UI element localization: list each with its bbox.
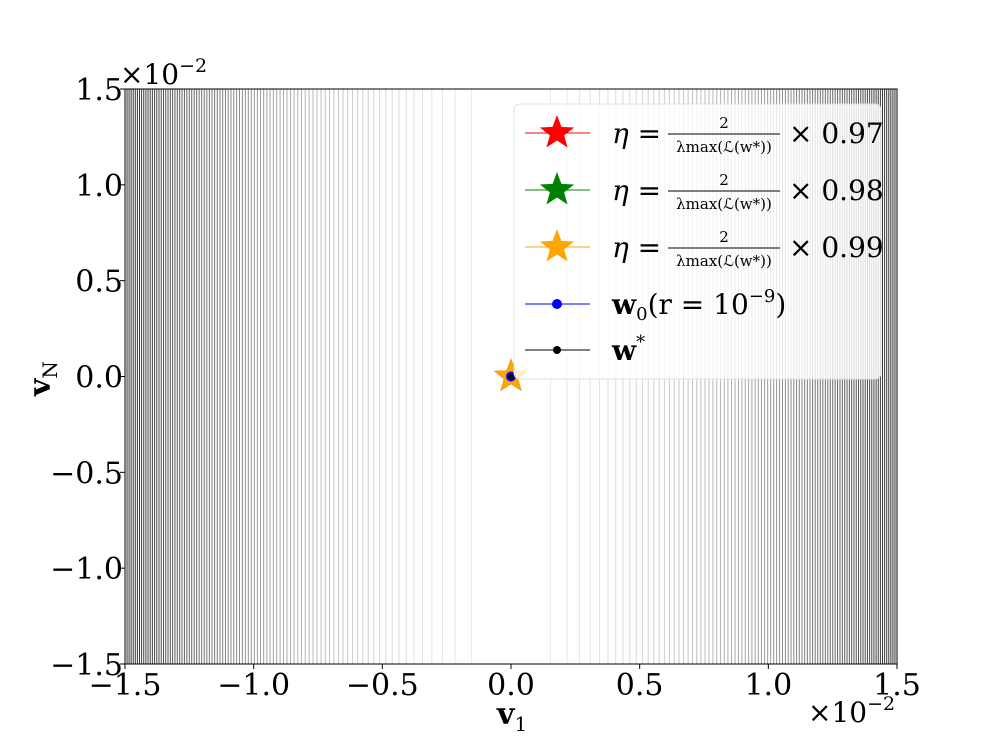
y-tick-label: 0.0	[75, 361, 123, 396]
legend-frac-den: λmax(ℒ(w*))	[676, 138, 772, 156]
legend-eta-symbol: η =	[612, 231, 661, 264]
legend: η = 2 λmax(ℒ(w*)) × 0.97 η = 2 λmax(ℒ(w*…	[513, 103, 884, 380]
blue-dot-icon	[552, 299, 562, 309]
x-tick-label: 0.0	[487, 668, 535, 703]
y-tick-label: 0.5	[75, 265, 123, 300]
y-tick-label: 1.5	[75, 73, 123, 108]
legend-frac-num: 2	[719, 228, 729, 246]
legend-factor-099: × 0.99	[789, 231, 884, 264]
data-markers	[493, 358, 529, 392]
x-multiplier: ×10−2	[808, 693, 895, 729]
legend-wstar-label: w*	[611, 332, 645, 367]
legend-entry-eta-097: η = 2 λmax(ℒ(w*)) × 0.97	[525, 114, 884, 156]
red-star-icon	[539, 115, 575, 148]
legend-entry-w0: w0(r = 10−9)	[525, 286, 786, 325]
y-tick-label: −0.5	[50, 456, 123, 491]
x-tick-label: −0.5	[346, 668, 419, 703]
legend-box	[513, 103, 882, 380]
legend-factor-098: × 0.98	[789, 174, 884, 207]
x-axis-label: v1	[496, 697, 527, 736]
x-axis-ticks: −1.5 −1.0 −0.5 0.0 0.5 1.0 1.5	[89, 664, 921, 703]
x-tick-label: 1.5	[873, 668, 921, 703]
y-tick-label: 1.0	[75, 169, 123, 204]
legend-w0-label: w0(r = 10−9)	[611, 286, 786, 325]
dot-marker	[508, 373, 514, 380]
legend-eta-symbol: η =	[612, 174, 661, 207]
orange-star-icon	[539, 229, 575, 262]
y-tick-label: −1.0	[50, 552, 123, 587]
x-tick-label: 0.5	[616, 668, 664, 703]
x-tick-label: 1.0	[744, 668, 792, 703]
y-axis-ticks: −1.5 −1.0 −0.5 0.0 0.5 1.0 1.5	[50, 73, 125, 683]
legend-frac-num: 2	[719, 171, 729, 189]
green-star-icon	[539, 172, 575, 205]
y-tick-label: −1.5	[50, 648, 123, 683]
legend-frac-den: λmax(ℒ(w*))	[676, 252, 772, 270]
legend-frac-num: 2	[719, 114, 729, 132]
y-multiplier: ×10−2	[120, 55, 207, 91]
legend-factor-097: × 0.97	[789, 117, 884, 150]
legend-entry-eta-099: η = 2 λmax(ℒ(w*)) × 0.99	[525, 228, 884, 270]
x-tick-label: −1.5	[89, 668, 162, 703]
legend-eta-symbol: η =	[612, 117, 661, 150]
x-tick-label: −1.0	[217, 668, 290, 703]
y-axis-label: vN	[23, 361, 62, 397]
legend-frac-den: λmax(ℒ(w*))	[676, 195, 772, 213]
legend-entry-wstar: w*	[525, 332, 645, 367]
legend-entry-eta-098: η = 2 λmax(ℒ(w*)) × 0.98	[525, 171, 884, 213]
black-dot-icon	[553, 346, 561, 354]
